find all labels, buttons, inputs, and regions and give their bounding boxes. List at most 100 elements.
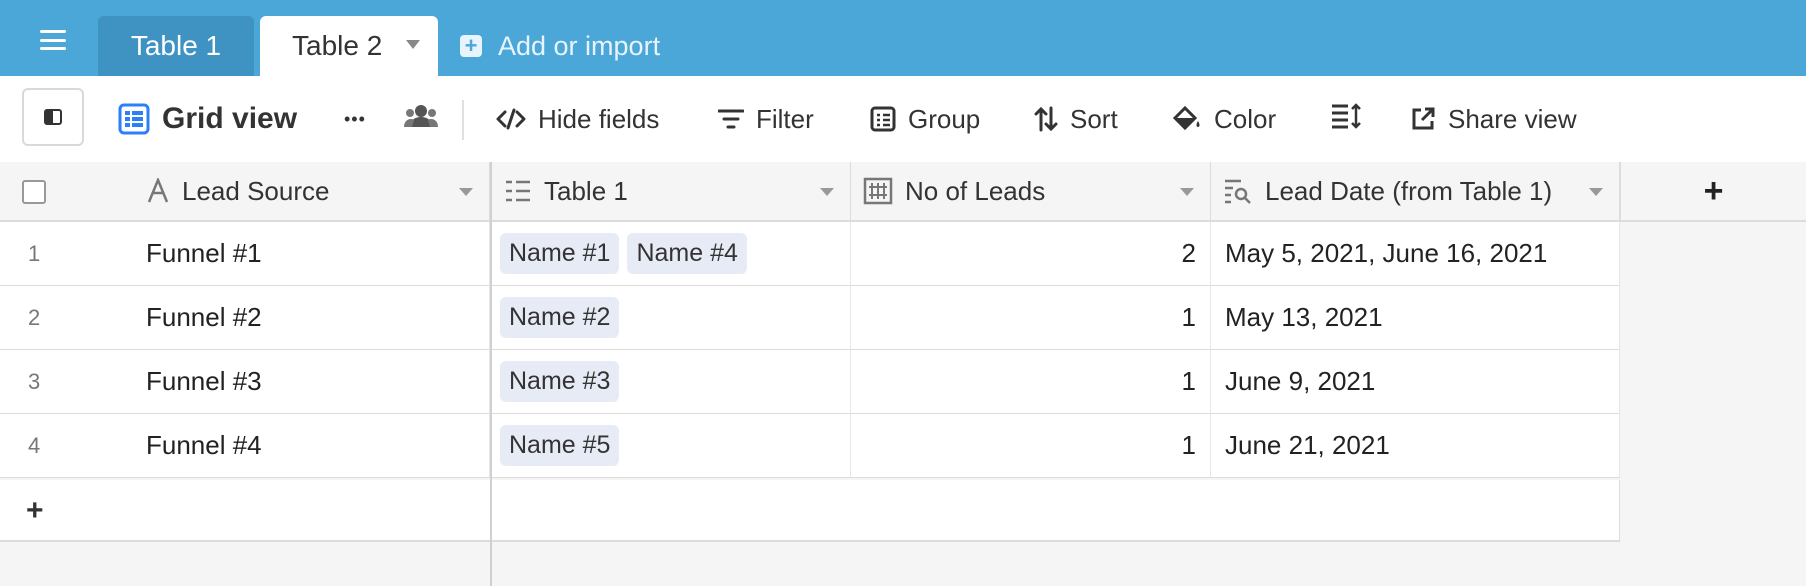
lead-source-value: Funnel #4	[146, 430, 262, 460]
sidebar-toggle-button[interactable]	[22, 88, 84, 146]
view-toolbar: Grid view ••• Hide fields Filter Group	[0, 76, 1806, 164]
collaborators-button[interactable]	[404, 76, 438, 162]
hide-fields-button[interactable]: Hide fields	[496, 76, 659, 162]
sort-icon	[1034, 106, 1058, 132]
lead-source-value: Funnel #1	[146, 238, 262, 268]
filter-button[interactable]: Filter	[718, 76, 814, 162]
group-button[interactable]: Group	[870, 76, 980, 162]
row-number: 1	[28, 240, 41, 266]
lead-date-value: June 9, 2021	[1225, 366, 1376, 396]
lead-date-value: May 13, 2021	[1225, 302, 1383, 332]
lead-count-value: 1	[1181, 366, 1196, 396]
lead-source-cell[interactable]: 1 Funnel #1	[0, 222, 490, 286]
header-table-1[interactable]: Table 1	[492, 162, 851, 222]
grid-icon	[118, 103, 150, 135]
lead-count-cell[interactable]: 1	[851, 350, 1211, 414]
hide-fields-label: Hide fields	[538, 103, 660, 134]
plus-icon: +	[460, 35, 482, 57]
lead-count-cell[interactable]: 1	[851, 286, 1211, 350]
lead-source-value: Funnel #3	[146, 366, 262, 396]
lead-count-cell[interactable]: 2	[851, 222, 1211, 286]
sort-label: Sort	[1070, 103, 1118, 134]
people-icon	[404, 103, 438, 136]
filter-label: Filter	[756, 103, 814, 134]
header-lead-source[interactable]: Lead Source	[0, 162, 490, 222]
row-number: 2	[28, 304, 41, 330]
linked-records-cell[interactable]: Name #5	[492, 414, 851, 478]
linked-records-cell[interactable]: Name #3	[492, 350, 851, 414]
group-icon	[870, 106, 896, 132]
frozen-column-divider[interactable]	[490, 162, 492, 586]
lead-count-cell[interactable]: 1	[851, 414, 1211, 478]
lead-date-value: May 5, 2021, June 16, 2021	[1225, 238, 1548, 268]
lead-source-cell[interactable]: 4 Funnel #4	[0, 414, 490, 478]
linked-record-icon	[504, 179, 532, 203]
tab-table-2-label: Table 2	[292, 30, 383, 61]
row-height-icon	[1330, 102, 1362, 137]
paint-bucket-icon	[1172, 105, 1202, 133]
lead-date-cell[interactable]: May 13, 2021	[1211, 286, 1620, 350]
count-field-icon	[863, 177, 893, 205]
tab-table-1-label: Table 1	[130, 30, 222, 61]
tab-table-1[interactable]: Table 1	[98, 16, 254, 76]
text-field-icon	[146, 178, 170, 204]
header-no-of-leads[interactable]: No of Leads	[851, 162, 1211, 222]
share-icon	[1410, 106, 1436, 132]
lookup-field-icon	[1223, 178, 1253, 204]
filter-icon	[718, 108, 744, 130]
lead-count-value: 1	[1181, 430, 1196, 460]
share-view-label: Share view	[1448, 103, 1577, 134]
sort-button[interactable]: Sort	[1034, 76, 1118, 162]
add-or-import-button[interactable]: + Add or import	[460, 28, 660, 64]
lead-count-value: 2	[1181, 238, 1196, 268]
more-options-button[interactable]: •••	[344, 76, 366, 162]
linked-records-cell[interactable]: Name #2	[492, 286, 851, 350]
tab-dropdown-icon[interactable]	[406, 40, 420, 49]
select-all-checkbox[interactable]	[22, 180, 46, 204]
add-field-button[interactable]: +	[1620, 162, 1806, 222]
sidebar-icon	[44, 109, 62, 125]
row-number: 3	[28, 368, 41, 394]
tab-bar: Table 1 Table 2 + Add or import	[0, 0, 1806, 76]
record-chip[interactable]: Name #4	[627, 233, 747, 274]
lead-date-cell[interactable]: June 21, 2021	[1211, 414, 1620, 478]
lead-date-cell[interactable]: May 5, 2021, June 16, 2021	[1211, 222, 1620, 286]
record-chip[interactable]: Name #3	[500, 361, 620, 402]
add-record-row[interactable]: +	[0, 480, 1620, 542]
lead-date-cell[interactable]: June 9, 2021	[1211, 350, 1620, 414]
record-chip[interactable]: Name #1	[500, 233, 620, 274]
color-label: Color	[1214, 103, 1277, 134]
column-menu-icon[interactable]	[1180, 188, 1194, 196]
header-lead-date[interactable]: Lead Date (from Table 1)	[1211, 162, 1620, 222]
lead-count-value: 1	[1181, 302, 1196, 332]
share-view-button[interactable]: Share view	[1410, 76, 1577, 162]
hamburger-menu-icon[interactable]	[40, 30, 66, 50]
lead-source-value: Funnel #2	[146, 302, 262, 332]
column-label-table-1: Table 1	[544, 175, 628, 206]
more-icon: •••	[344, 108, 366, 129]
toolbar-divider	[462, 100, 464, 140]
view-switcher[interactable]: Grid view	[118, 76, 297, 162]
lead-source-cell[interactable]: 2 Funnel #2	[0, 286, 490, 350]
add-or-import-label: Add or import	[498, 30, 661, 61]
column-menu-icon[interactable]	[459, 188, 473, 196]
column-menu-icon[interactable]	[1589, 188, 1603, 196]
column-label-lead-date: Lead Date (from Table 1)	[1265, 175, 1553, 206]
record-chip[interactable]: Name #5	[500, 425, 620, 466]
row-height-button[interactable]	[1330, 76, 1362, 162]
lead-source-cell[interactable]: 3 Funnel #3	[0, 350, 490, 414]
color-button[interactable]: Color	[1172, 76, 1276, 162]
plus-icon: +	[1703, 171, 1724, 210]
hide-fields-icon	[496, 108, 526, 130]
lead-date-value: June 21, 2021	[1225, 430, 1390, 460]
group-label: Group	[908, 103, 981, 134]
linked-records-cell[interactable]: Name #1 Name #4	[492, 222, 851, 286]
column-label-lead-source: Lead Source	[182, 175, 330, 206]
tab-table-2[interactable]: Table 2	[260, 16, 438, 76]
column-label-no-of-leads: No of Leads	[905, 175, 1046, 206]
row-number: 4	[28, 432, 41, 458]
column-menu-icon[interactable]	[820, 188, 834, 196]
view-name: Grid view	[162, 102, 298, 135]
record-chip[interactable]: Name #2	[500, 297, 620, 338]
add-record-button[interactable]: +	[26, 494, 44, 527]
